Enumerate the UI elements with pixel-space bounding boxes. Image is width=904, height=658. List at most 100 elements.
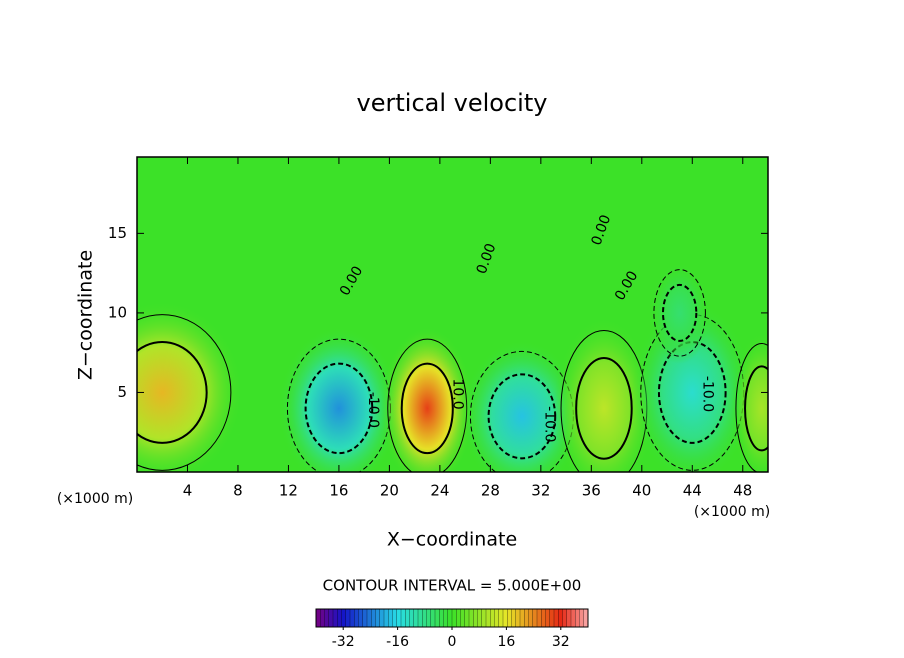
x-tick-label: 4	[183, 482, 193, 500]
colorbar-cell	[396, 608, 402, 628]
extremum	[137, 300, 243, 472]
colorbar-cell	[379, 608, 385, 628]
colorbar-cell	[536, 608, 542, 628]
colorbar-tick-label: 32	[552, 634, 570, 650]
contour-line	[137, 341, 208, 444]
colorbar-cell	[443, 608, 449, 628]
colorbar-cell	[349, 608, 355, 628]
extremum	[380, 326, 474, 472]
colorbar-cell	[426, 608, 432, 628]
colorbar-tick-label: 16	[497, 634, 515, 650]
colorbar-cell	[371, 608, 376, 628]
colorbar-cell	[400, 608, 406, 628]
colorbar-cell	[345, 608, 351, 628]
colorbar-cell	[532, 608, 538, 628]
colorbar-cell	[473, 608, 478, 628]
colorbar-cell	[409, 608, 415, 628]
colorbar-cell	[575, 608, 580, 628]
colorbar-cell	[477, 608, 483, 628]
colorbar-cell	[511, 608, 517, 628]
colorbar-cell	[320, 608, 325, 628]
colorbar-cell	[562, 608, 568, 628]
contour-line	[575, 356, 633, 460]
colorbar-cell	[332, 608, 338, 628]
contour-line	[137, 314, 232, 471]
colorbar-cell	[392, 608, 398, 628]
plot-area	[137, 157, 768, 472]
x-tick-label: 36	[582, 482, 601, 500]
colorbar-cell	[464, 608, 470, 628]
x-tick-label: 20	[380, 482, 399, 500]
contour-line	[662, 283, 698, 342]
colorbar-cell	[315, 608, 321, 628]
extremum	[461, 339, 583, 472]
colorbar-cell	[558, 608, 563, 628]
colorbar-cell	[328, 608, 334, 628]
colorbar-cell	[566, 608, 572, 628]
colorbar-cell	[341, 608, 347, 628]
colorbar-cell	[324, 608, 330, 628]
x-tick-label: 32	[531, 482, 550, 500]
contour-label: 10.0	[450, 378, 466, 409]
colorbar-cell	[417, 608, 423, 628]
y-unit: (×1000 m)	[57, 491, 133, 507]
colorbar-cell	[468, 608, 474, 628]
colorbar-cell	[413, 608, 419, 628]
colorbar-cell	[502, 608, 508, 628]
plot-frame	[136, 156, 769, 473]
contour-label: -10.0	[365, 392, 381, 428]
colorbar-cell	[362, 608, 368, 628]
colorbar-cell	[545, 608, 551, 628]
colorbar-cell	[447, 608, 453, 628]
x-tick-label: 40	[632, 482, 651, 500]
colorbar-tick-label: -32	[332, 634, 355, 650]
colorbar-cell	[358, 608, 364, 628]
colorbar-cell	[579, 608, 585, 628]
extremum	[278, 326, 400, 472]
x-tick-label: 12	[279, 482, 298, 500]
colorbar-cell	[528, 608, 534, 628]
colorbar-cell	[485, 608, 491, 628]
colorbar-cell	[337, 608, 342, 628]
colorbar-cell	[490, 608, 495, 628]
x-tick-label: 24	[430, 482, 449, 500]
colorbar-cell	[366, 608, 372, 628]
colorbar-cell	[570, 608, 576, 628]
colorbar-cell	[524, 608, 529, 628]
colorbar-cell	[354, 608, 359, 628]
y-tick-label: 10	[108, 303, 127, 321]
colorbar-cell	[422, 608, 427, 628]
contour-line	[400, 362, 454, 455]
colorbar-cell	[375, 608, 381, 628]
colorbar-cell	[460, 608, 466, 628]
colorbar-cell	[388, 608, 393, 628]
contour-label: -10.0	[542, 406, 558, 442]
contour-line	[735, 342, 768, 472]
contour-line	[657, 341, 727, 444]
contour-line	[744, 365, 768, 452]
colorbar-cell	[498, 608, 504, 628]
extremum	[731, 332, 768, 472]
colorbar-tick-label: -16	[386, 634, 409, 650]
contour-label: -10.0	[699, 376, 715, 412]
colorbar-cell	[430, 608, 436, 628]
extremum	[649, 262, 710, 364]
x-tick-label: 28	[481, 482, 500, 500]
y-tick-label: 5	[117, 383, 127, 401]
colorbar-cell	[541, 608, 546, 628]
colorbar-cell	[456, 608, 461, 628]
y-tick-label: 15	[108, 224, 127, 242]
colorbar-cell	[451, 608, 457, 628]
x-axis-label: X−coordinate	[387, 529, 517, 551]
x-tick-label: 16	[329, 482, 348, 500]
x-tick-label: 44	[683, 482, 702, 500]
contour-line	[653, 269, 706, 357]
colorbar-cell	[434, 608, 440, 628]
colorbar-cell	[515, 608, 521, 628]
colorbar-cell	[507, 608, 512, 628]
colorbar-cell	[439, 608, 444, 628]
colorbar-cell	[383, 608, 389, 628]
colorbar-tick-label: 0	[448, 634, 457, 650]
colorbar-cell	[481, 608, 487, 628]
